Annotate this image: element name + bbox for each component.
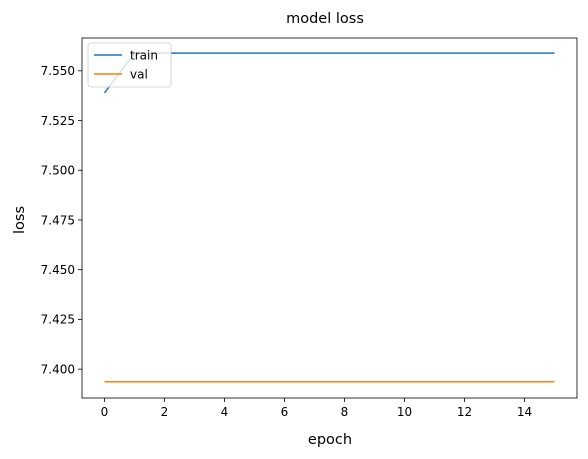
series-line-train	[103, 52, 555, 94]
x-tick-label: 12	[457, 405, 472, 419]
y-tick-label: 7.450	[41, 263, 75, 277]
y-tick-label: 7.475	[41, 213, 75, 227]
y-tick-label: 7.525	[41, 114, 75, 128]
y-tick-label: 7.400	[41, 362, 75, 376]
x-tick-label: 0	[101, 405, 109, 419]
x-tick-label: 4	[221, 405, 229, 419]
x-tick-label: 6	[281, 405, 289, 419]
x-tick-label: 2	[161, 405, 169, 419]
legend-label-val: val	[130, 67, 148, 81]
plot-frame	[81, 37, 578, 399]
tick-layer: 0 2 4 6 8 10 12 14 7.400 7.425 7.450 7.475 7.500 7.52…	[41, 64, 533, 419]
y-axis-label: loss	[12, 206, 28, 234]
chart-title: model loss	[286, 11, 364, 27]
y-tick-label: 7.425	[41, 313, 75, 327]
plot-area	[81, 37, 578, 399]
x-tick-label: 10	[397, 405, 412, 419]
y-tick-label: 7.550	[41, 64, 75, 78]
legend-label-train: train	[130, 48, 158, 62]
x-tick-label: 14	[517, 405, 532, 419]
x-tick-label: 8	[341, 405, 349, 419]
legend: train val	[87, 42, 172, 88]
y-tick-label: 7.500	[41, 164, 75, 178]
legend-box	[87, 42, 172, 88]
x-axis-label: epoch	[308, 432, 352, 448]
